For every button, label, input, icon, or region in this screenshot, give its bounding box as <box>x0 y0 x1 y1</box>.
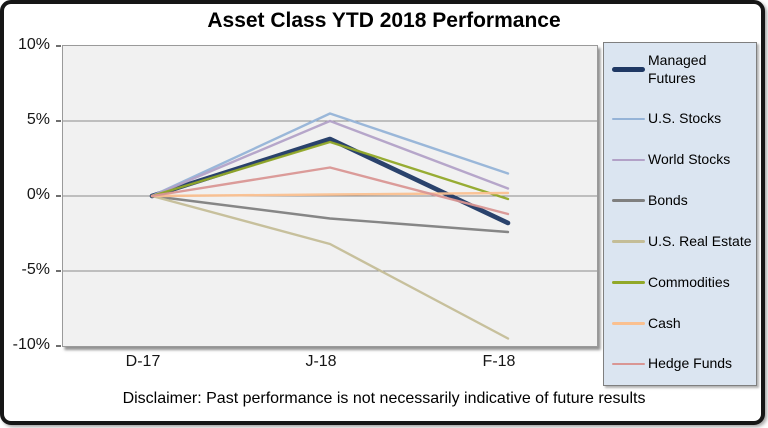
series-line-world-stocks <box>150 119 510 198</box>
legend-item-u-s-real-estate: U.S. Real Estate <box>612 233 752 251</box>
series-line-hedge-funds <box>150 166 510 216</box>
legend-swatch-world-stocks <box>612 158 645 162</box>
y-axis-tick-label: 0% <box>26 186 50 203</box>
y-axis-tick-mark <box>56 345 61 347</box>
y-axis-tick-mark <box>56 120 61 122</box>
chart-title: Asset Class YTD 2018 Performance <box>207 9 561 32</box>
legend-swatch-cash <box>612 322 645 325</box>
legend-label: U.S. Stocks <box>648 110 722 127</box>
legend-label: Bonds <box>648 192 688 209</box>
y-axis-tick-mark <box>56 45 61 47</box>
y-axis-tick-label: -10% <box>12 336 50 353</box>
series-line-u-s-real-estate <box>150 194 510 340</box>
legend-swatch-u-s-real-estate <box>612 240 645 243</box>
legend-swatch-bonds <box>612 199 645 203</box>
x-axis-tick-label-j-18: J-18 <box>305 353 337 370</box>
legend-label: Managed Futures <box>648 52 707 86</box>
series-line-cash <box>150 191 510 198</box>
legend-item-cash: Cash <box>612 315 752 333</box>
legend-swatch-commodities <box>612 281 645 284</box>
legend-label: Commodities <box>648 273 730 290</box>
series-line-u-s-stocks <box>150 112 510 198</box>
legend-item-commodities: Commodities <box>612 274 752 292</box>
series-line-bonds <box>150 194 510 234</box>
legend: Managed Futures U.S. Stocks World Stocks Bo… <box>603 42 757 386</box>
y-axis-tick-mark <box>56 195 61 197</box>
legend-item-bonds: Bonds <box>612 192 752 210</box>
legend-item-world-stocks: World Stocks <box>612 151 752 169</box>
plot-area <box>62 45 598 347</box>
legend-label: Cash <box>648 314 681 331</box>
disclaimer-text: Disclaimer: Past performance is not nece… <box>122 390 646 407</box>
legend-swatch-managed-futures <box>612 67 645 72</box>
y-axis-tick-label: -5% <box>21 261 50 278</box>
series-line-commodities <box>150 140 510 201</box>
x-axis-tick-label-d-17: D-17 <box>125 353 161 370</box>
legend-label: Hedge Funds <box>648 355 733 372</box>
legend-item-hedge-funds: Hedge Funds <box>612 355 752 373</box>
legend-swatch-hedge-funds <box>612 362 645 366</box>
y-axis-tick-mark <box>56 270 61 272</box>
y-axis-tick-label: 5% <box>26 111 50 128</box>
legend-item-u-s-stocks: U.S. Stocks <box>612 110 752 128</box>
legend-label: U.S. Real Estate <box>648 232 752 249</box>
x-axis-tick-label-f-18: F-18 <box>482 353 516 370</box>
y-axis-tick-label: 10% <box>17 36 50 53</box>
legend-label: World Stocks <box>648 151 731 168</box>
plot-canvas <box>63 112 597 340</box>
legend-item-managed-futures: Managed Futures <box>612 52 752 87</box>
legend-swatch-u-s-stocks <box>612 117 645 121</box>
